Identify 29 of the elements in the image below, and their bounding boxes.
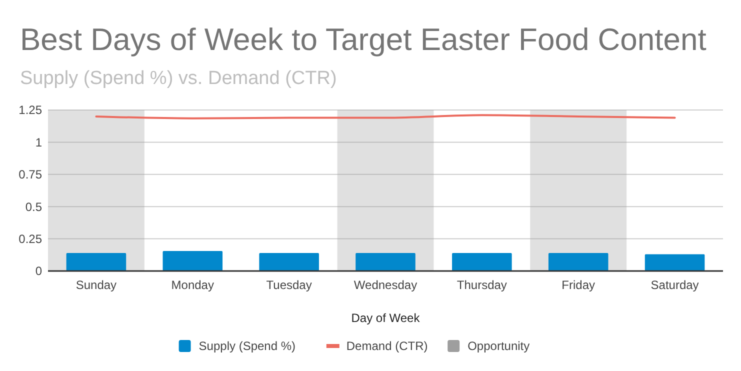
legend-label: Demand (CTR): [346, 339, 428, 354]
x-axis-title: Day of Week: [351, 311, 421, 325]
chart-subtitle: Supply (Spend %) vs. Demand (CTR): [20, 68, 337, 89]
legend-label: Supply (Spend %): [198, 339, 296, 354]
y-tick-label: 0: [35, 264, 42, 278]
x-tick-label: Thursday: [456, 278, 507, 292]
y-tick-label: 0.25: [18, 232, 42, 246]
bar: [548, 252, 608, 271]
y-tick-label: 0.75: [18, 168, 42, 182]
legend-label: Opportunity: [468, 339, 530, 354]
bar: [530, 110, 627, 271]
bar: [259, 252, 319, 271]
y-tick-label: 0.5: [25, 200, 42, 214]
bar: [452, 252, 512, 271]
x-tick-label: Friday: [562, 278, 596, 292]
bar: [66, 252, 126, 271]
bar: [48, 110, 144, 271]
y-tick-label: 1.25: [18, 103, 42, 118]
chart-title: Best Days of Week to Target Easter Food Content: [20, 22, 707, 57]
bar: [644, 254, 705, 271]
x-tick-label: Wednesday: [354, 278, 418, 292]
bar: [337, 110, 434, 271]
bar: [162, 251, 223, 271]
bar: [356, 252, 416, 271]
x-tick-label: Sunday: [76, 278, 117, 292]
x-tick-label: Monday: [171, 278, 214, 292]
y-tick-label: 1: [35, 135, 42, 150]
x-tick-label: Tuesday: [266, 278, 312, 292]
x-tick-label: Saturday: [650, 278, 699, 292]
